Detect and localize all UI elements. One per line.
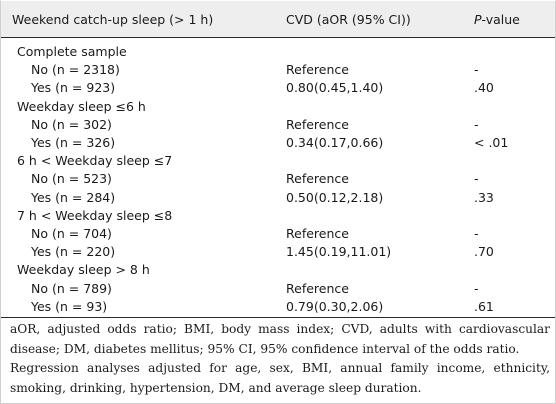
header-exposure: Weekend catch-up sleep (> 1 h): [12, 12, 214, 27]
row-exposure-label: No (n = 704): [31, 226, 112, 241]
row-p-value: -: [474, 171, 479, 187]
row-aor-value: 0.79(0.30,2.06): [286, 298, 384, 314]
group-label: Complete sample: [17, 44, 127, 59]
table-row: No (n = 2318) Reference -: [1, 61, 555, 79]
row-aor-value: 0.50(0.12,2.18): [286, 189, 384, 205]
table-row: No (n = 704) Reference -: [1, 225, 555, 243]
row-aor-value: 0.34(0.17,0.66): [286, 135, 384, 150]
group-row: Complete sample: [1, 43, 555, 61]
table-bottom-rule: [1, 317, 555, 318]
row-p-value: .70: [474, 244, 494, 260]
row-p-value: .33: [474, 189, 494, 205]
row-p-value: -: [474, 62, 479, 78]
table-row: No (n = 523) Reference -: [1, 170, 555, 188]
footnote-abbreviations: aOR, adjusted odds ratio; BMI, body mass…: [10, 322, 550, 356]
row-p-value: -: [474, 116, 479, 132]
row-p-value: .61: [474, 298, 494, 314]
header-p-value: P-value: [474, 12, 520, 27]
group-row: Weekday sleep ≤6 h: [1, 98, 555, 116]
group-label: 6 h < Weekday sleep ≤7: [17, 153, 173, 169]
row-exposure-label: Yes (n = 284): [31, 189, 116, 205]
table-row: Yes (n = 326) 0.34(0.17,0.66) < .01: [1, 134, 555, 152]
row-exposure-label: Yes (n = 220): [31, 244, 116, 260]
group-row: Weekday sleep > 8 h: [1, 261, 555, 279]
row-exposure-label: Yes (n = 923): [31, 80, 116, 96]
row-aor-value: 1.45(0.19,11.01): [286, 244, 392, 260]
table-row: Yes (n = 923) 0.80(0.45,1.40) .40: [1, 79, 555, 97]
footnote-adjustment: Regression analyses adjusted for age, se…: [10, 361, 550, 395]
row-aor-value: Reference: [286, 226, 349, 241]
table-row: Yes (n = 220) 1.45(0.19,11.01) .70: [1, 243, 555, 261]
table-row: Yes (n = 284) 0.50(0.12,2.18) .33: [1, 189, 555, 207]
group-row: 7 h < Weekday sleep ≤8: [1, 207, 555, 225]
table-row: Yes (n = 93) 0.79(0.30,2.06) .61: [1, 298, 555, 316]
row-p-value: .40: [474, 80, 494, 96]
row-exposure-label: No (n = 302): [31, 116, 112, 132]
row-aor-value: Reference: [286, 280, 349, 296]
table-row: No (n = 302) Reference -: [1, 116, 555, 134]
row-aor-value: Reference: [286, 171, 349, 187]
table-footnotes: aOR, adjusted odds ratio; BMI, body mass…: [10, 320, 550, 398]
table-row: No (n = 789) Reference -: [1, 280, 555, 298]
row-exposure-label: Yes (n = 93): [31, 298, 108, 314]
header-p-letter: P: [474, 12, 482, 27]
row-p-value: -: [474, 280, 479, 296]
row-aor-value: Reference: [286, 116, 349, 132]
group-label: Weekday sleep > 8 h: [17, 262, 150, 278]
header-p-suffix: -value: [481, 12, 520, 27]
row-exposure-label: No (n = 523): [31, 171, 112, 187]
group-label: 7 h < Weekday sleep ≤8: [17, 207, 173, 223]
row-aor-value: 0.80(0.45,1.40): [286, 80, 384, 96]
row-exposure-label: No (n = 2318): [31, 62, 120, 78]
row-exposure-label: Yes (n = 326): [31, 135, 116, 150]
row-p-value: -: [474, 226, 479, 241]
group-label: Weekday sleep ≤6 h: [17, 98, 146, 114]
row-exposure-label: No (n = 789): [31, 280, 112, 296]
header-cvd-aor: CVD (aOR (95% CI)): [286, 12, 411, 27]
table-body: Complete sample No (n = 2318) Reference - Ye…: [1, 38, 555, 314]
row-aor-value: Reference: [286, 62, 349, 78]
table-header: Weekend catch-up sleep (> 1 h) CVD (aOR …: [1, 1, 555, 38]
group-row: 6 h < Weekday sleep ≤7: [1, 152, 555, 170]
row-p-value: < .01: [474, 135, 509, 150]
